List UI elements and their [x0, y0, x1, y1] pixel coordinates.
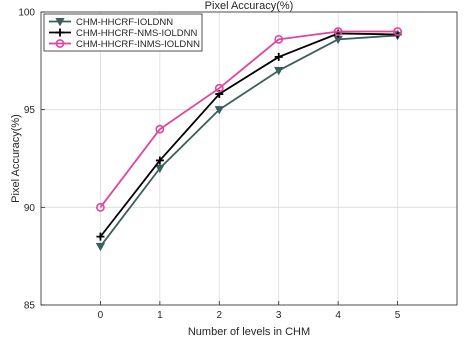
y-tick-label: 85: [24, 301, 36, 312]
x-tick-label: 3: [276, 310, 282, 321]
data-point: [155, 164, 165, 174]
legend: CHM-HHCRF-IOLDNNCHM-HHCRF-NMS-IOLDNNCHM-…: [43, 13, 203, 52]
series-line: [99, 30, 398, 208]
x-tick-label: 4: [335, 310, 341, 321]
data-point: [96, 232, 105, 241]
axis-ticks: 0 1 2 3 4 5 85 90 95 100: [18, 8, 400, 322]
y-tick-label: 95: [24, 105, 36, 116]
y-axis-label: Pixel Accuracy(%): [10, 114, 22, 203]
data-point: [96, 202, 105, 212]
series-lines: [95, 27, 403, 252]
x-tick-label: 2: [217, 310, 223, 321]
series-3: [96, 27, 402, 212]
chart-title: Pixel Accuracy(%): [205, 0, 294, 12]
data-point: [95, 242, 106, 252]
y-tick-label: 90: [24, 203, 36, 214]
x-tick-label: 5: [395, 310, 401, 321]
legend-marker: [56, 28, 64, 37]
legend-marker: [55, 39, 65, 48]
series-1: [95, 31, 403, 252]
grid: [41, 11, 457, 306]
legend-label: CHM-HHCRF-NMS-IOLDNN: [76, 28, 198, 39]
data-point: [155, 124, 165, 134]
data-point: [274, 52, 283, 61]
data-point: [214, 83, 224, 93]
legend-entry: CHM-HHCRF-NMS-IOLDNN: [49, 28, 198, 39]
legend-label: CHM-HHCRF-IOLDNN: [76, 17, 173, 28]
x-axis-label: Number of levels in CHM: [188, 326, 310, 338]
x-tick-label: 1: [157, 310, 163, 321]
plot-area-frame: [40, 11, 458, 306]
y-tick-label: 100: [18, 8, 35, 19]
data-point: [274, 67, 284, 76]
legend-label: CHM-HHCRF-INMS-IOLDNN: [76, 39, 200, 50]
legend-entry: CHM-HHCRF-INMS-IOLDNN: [49, 39, 200, 50]
series-line: [99, 34, 398, 247]
data-point: [393, 27, 402, 36]
series-2: [96, 29, 402, 241]
data-point: [274, 34, 284, 44]
legend-entry: CHM-HHCRF-IOLDNN: [49, 17, 173, 28]
legend-marker: [55, 17, 65, 27]
data-point: [155, 156, 164, 165]
x-tick-label: 0: [98, 310, 104, 321]
data-point: [333, 27, 343, 36]
data-point: [214, 106, 224, 115]
series-line: [99, 32, 398, 238]
